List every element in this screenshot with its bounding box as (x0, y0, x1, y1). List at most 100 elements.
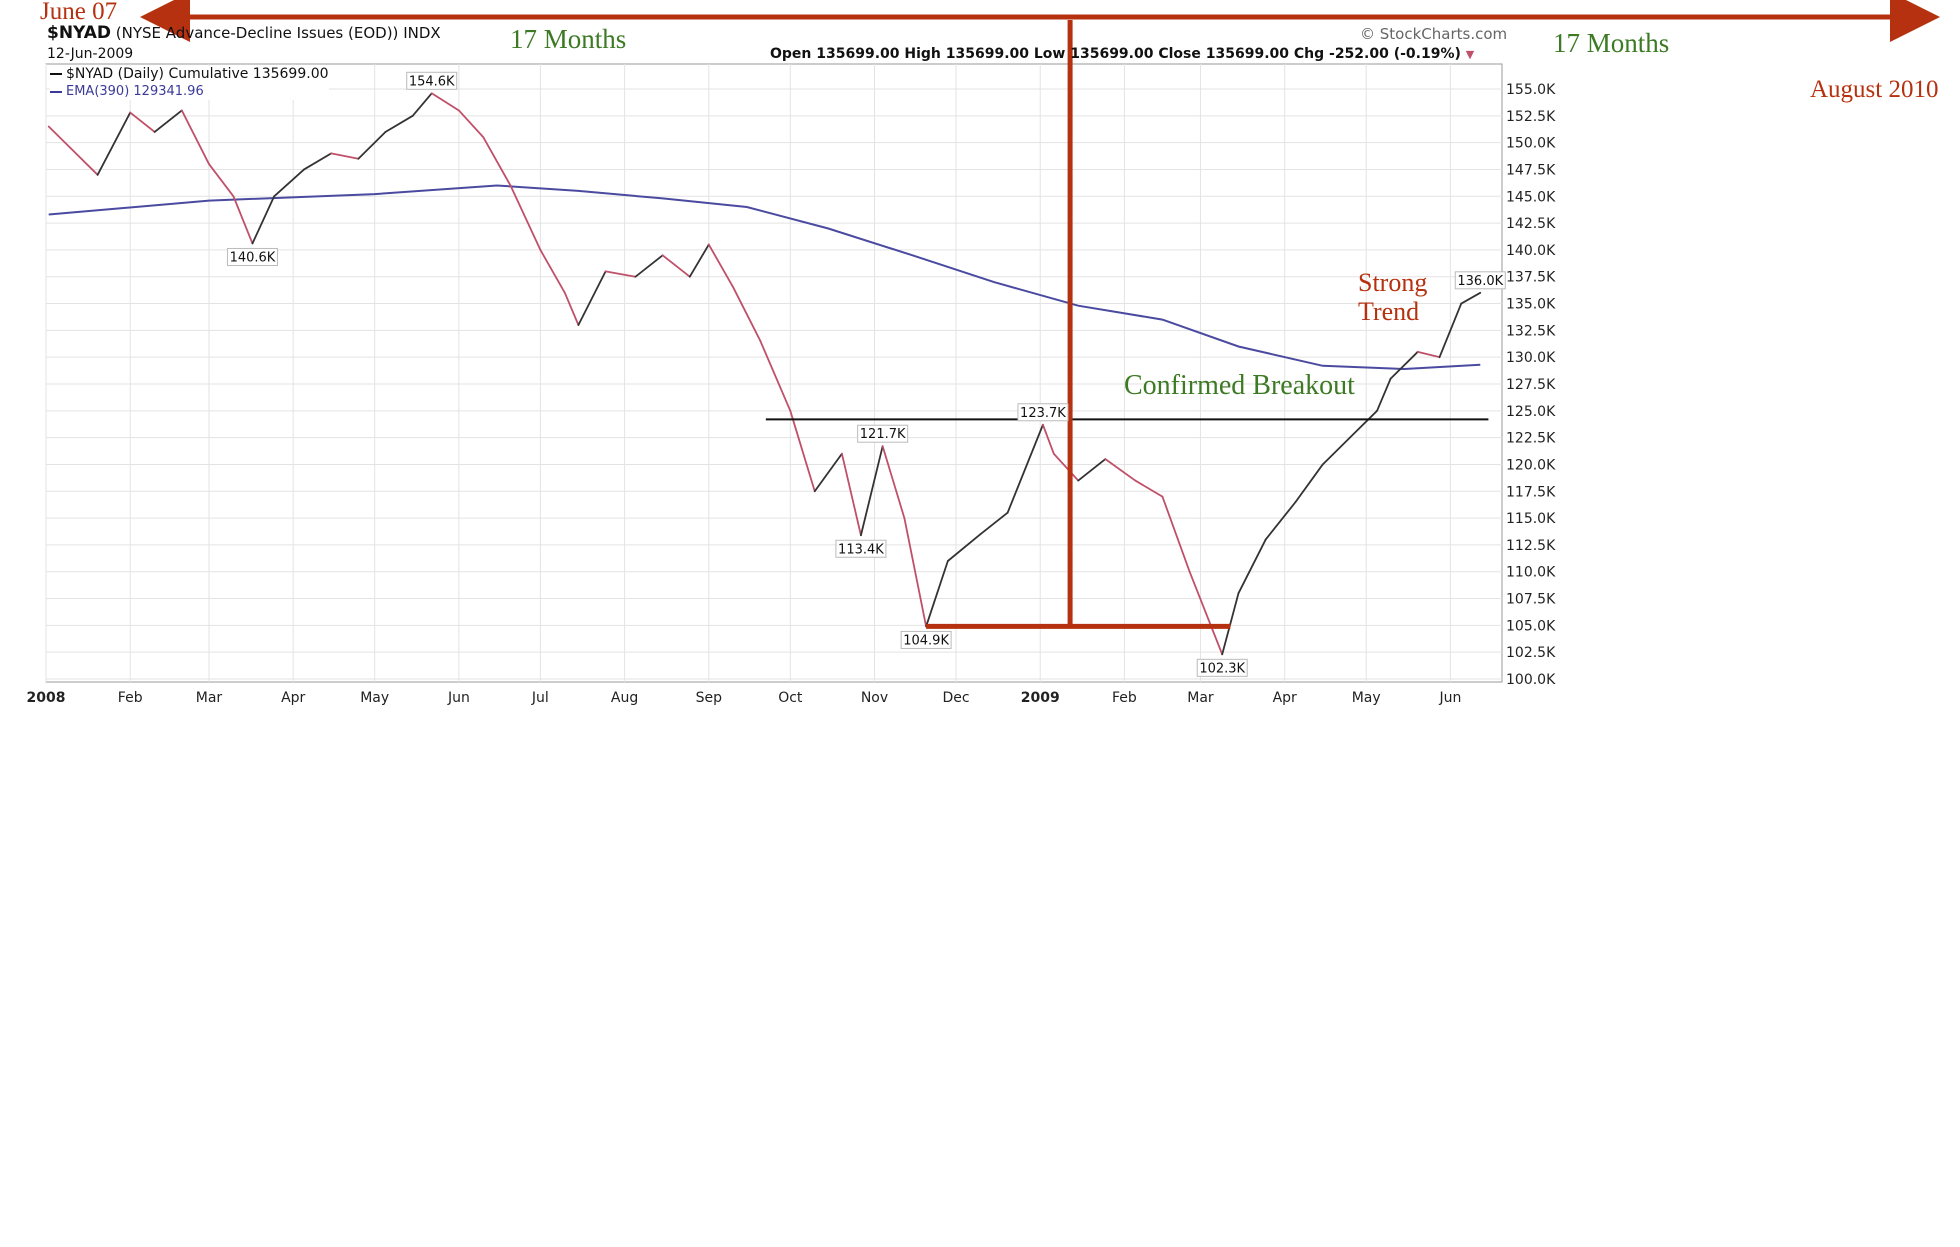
y-tick-label: 102.5K (1506, 645, 1556, 661)
y-tick-label: 125.0K (1506, 404, 1556, 420)
series-main-segment (1438, 302, 1463, 359)
series-main-segment (813, 452, 843, 493)
y-tick-label: 115.0K (1506, 511, 1556, 527)
y-tick-label: 130.0K (1506, 350, 1556, 366)
y-tick-label: 140.0K (1506, 243, 1556, 259)
series-main-segment (1376, 377, 1392, 412)
ohlc-values: Open 135699.00 High 135699.00 Low 135699… (770, 46, 1461, 62)
svg-text:154.6K: 154.6K (409, 74, 455, 89)
series-main-segment (129, 111, 156, 133)
series-main-segment (251, 195, 276, 245)
data-label: 154.6K (406, 71, 458, 90)
x-tick-label: Apr (1273, 690, 1297, 706)
series-main-segment (1460, 291, 1482, 305)
x-tick-label: Jun (447, 690, 470, 706)
series-main-segment (1294, 463, 1324, 503)
y-tick-label: 122.5K (1506, 431, 1556, 447)
data-label: 140.6K (226, 247, 278, 266)
series-main-segment (482, 136, 512, 187)
x-tick-label: May (360, 690, 389, 706)
series-main-segment (69, 147, 99, 176)
svg-text:140.6K: 140.6K (230, 250, 276, 265)
series-main-segment (1188, 570, 1224, 656)
chg-arrow-icon: ▼ (1465, 48, 1475, 61)
y-tick-label: 105.0K (1506, 618, 1556, 634)
x-tick-label: Sep (696, 690, 723, 706)
y-tick-label: 145.0K (1506, 189, 1556, 205)
series-main-segment (881, 445, 906, 519)
series-main-segment (707, 243, 735, 289)
x-tick-label: Jun (1438, 690, 1461, 706)
data-label: 113.4K (835, 539, 887, 558)
series-main-segment (563, 291, 580, 326)
series-main-segment (732, 286, 762, 342)
series-main-segment (457, 109, 485, 139)
overlay-lines (765, 20, 1489, 629)
y-tick-label: 120.0K (1506, 457, 1556, 473)
series-main-segment (384, 114, 414, 133)
y-tick-label: 150.0K (1506, 136, 1556, 152)
svg-text:121.7K: 121.7K (860, 427, 906, 442)
x-tick-label: Feb (118, 690, 143, 706)
y-tick-label: 112.5K (1506, 538, 1556, 554)
x-tick-label: Dec (942, 690, 969, 706)
data-label: 121.7K (857, 424, 909, 443)
left-date-annotation: June 07 (40, 0, 118, 25)
exchange: INDX (403, 24, 441, 42)
series-group (47, 92, 1482, 656)
y-axis-ticks: 100.0K 102.5K 105.0K 107.5K 110.0K 112.5K 115.… (1506, 82, 1556, 688)
svg-text:123.7K: 123.7K (1020, 406, 1066, 421)
left-span-annotation: 17 Months (510, 24, 627, 54)
series-main-segment (1042, 423, 1055, 455)
y-tick-label: 155.0K (1506, 82, 1556, 98)
series-main-segment (180, 109, 210, 165)
series-main-segment (1389, 350, 1419, 380)
series-main-segment (208, 163, 235, 198)
series-main-segment (841, 452, 862, 537)
series-main-segment (789, 409, 816, 493)
strong-trend-line1: Strong (1358, 268, 1428, 297)
series-main-segment (1161, 495, 1191, 573)
svg-text:102.3K: 102.3K (1199, 661, 1245, 676)
x-tick-label: 2009 (1021, 690, 1060, 706)
breakout-annotation: Confirmed Breakout (1124, 370, 1355, 401)
series-main-segment (232, 195, 254, 245)
legend: $NYAD (Daily) Cumulative 135699.00 EMA(3… (50, 66, 329, 100)
series-main-segment (303, 152, 333, 171)
x-tick-label: Aug (611, 690, 638, 706)
series-main-segment (1052, 452, 1080, 482)
y-tick-label: 107.5K (1506, 592, 1556, 608)
data-label: 136.0K (1454, 271, 1506, 290)
y-tick-label: 110.0K (1506, 565, 1556, 581)
series-main-segment (1134, 479, 1164, 498)
series-main-segment (604, 270, 637, 278)
series-main-segment (903, 517, 928, 628)
y-tick-label: 132.5K (1506, 323, 1556, 339)
right-span-annotation: 17 Months (1553, 28, 1670, 58)
series-main-segment (153, 109, 183, 133)
data-label: 104.9K (900, 630, 952, 649)
legend-ema: EMA(390) 129341.96 (50, 83, 329, 100)
x-tick-label: Oct (778, 690, 803, 706)
data-labels: 154.6K 140.6K 121.7K 113.4K 104.9K 123.7K 102.… (226, 71, 1506, 677)
series-main-segment (634, 254, 664, 278)
series-main-segment (1348, 409, 1378, 439)
series-ema-line (48, 184, 1481, 371)
series-main-segment (1321, 436, 1351, 466)
series-main-segment (411, 92, 433, 117)
symbol: $NYAD (47, 23, 112, 43)
x-tick-label: Mar (1187, 690, 1214, 706)
y-tick-label: 147.5K (1506, 162, 1556, 178)
series-main-segment (946, 533, 982, 562)
x-tick-label: 2008 (27, 690, 66, 706)
header-symbol-line: $NYAD (NYSE Advance-Decline Issues (EOD)… (47, 23, 441, 43)
header-date: 12-Jun-2009 (47, 46, 134, 62)
grid (45, 64, 1502, 682)
data-label: 102.3K (1196, 658, 1248, 677)
series-main-segment (577, 270, 607, 326)
data-label: 123.7K (1017, 403, 1069, 422)
series-main-segment (925, 560, 949, 628)
series-main-segment (979, 511, 1009, 536)
series-main-segment (860, 445, 884, 537)
